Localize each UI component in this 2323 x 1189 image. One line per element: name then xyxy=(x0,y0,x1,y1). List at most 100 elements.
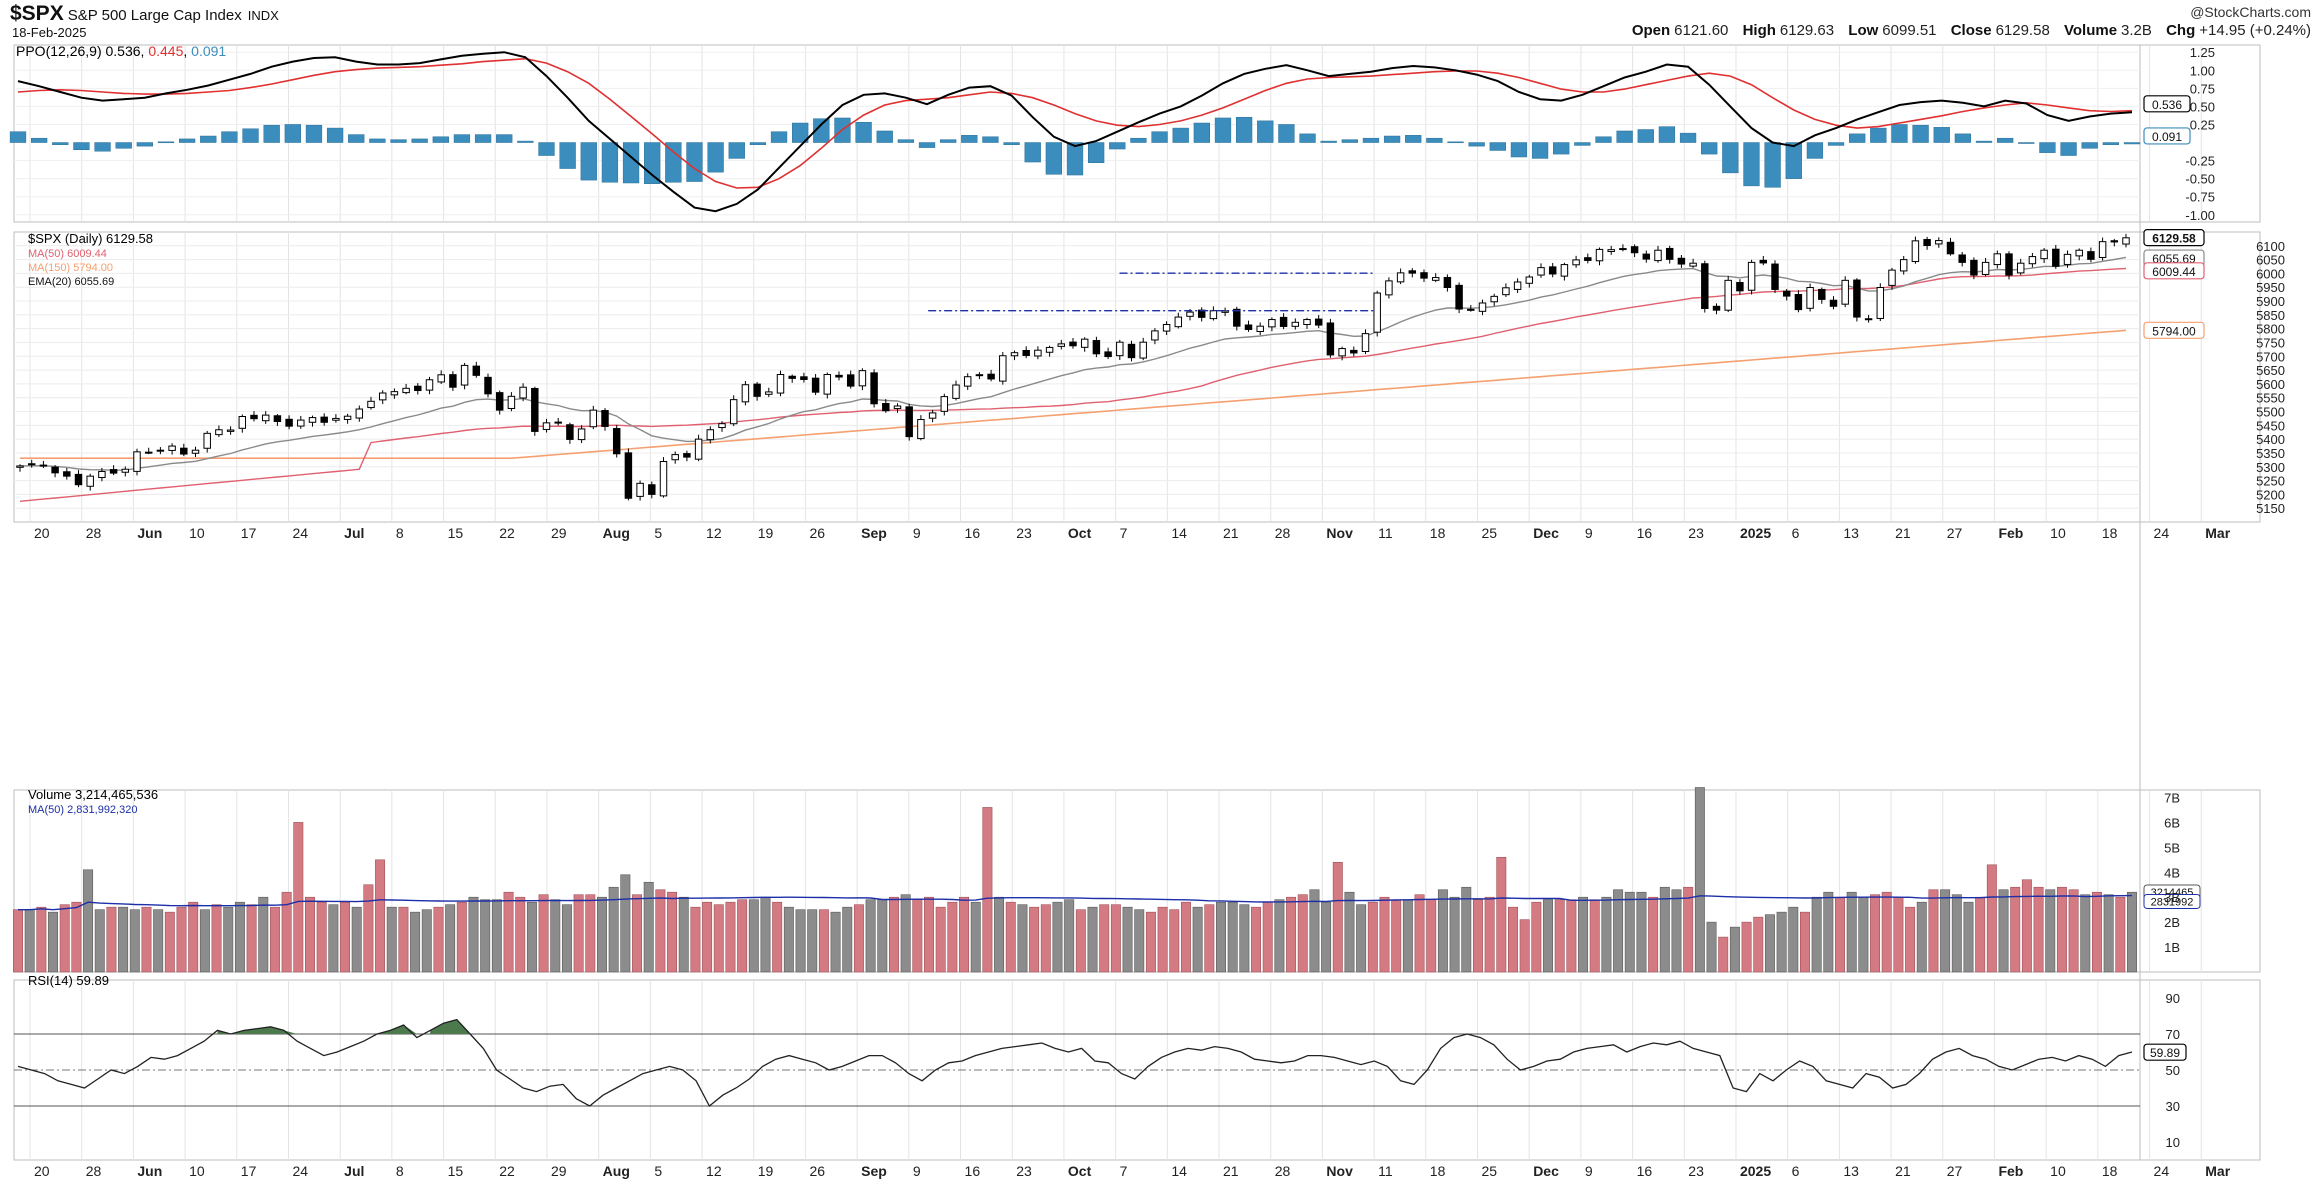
x-tick-label: Oct xyxy=(1068,1163,1092,1179)
price-tick-label: 6000 xyxy=(2256,266,2285,281)
change-value: +14.95 (+0.24%) xyxy=(2199,22,2311,39)
x-tick-label: 11 xyxy=(1378,1163,1393,1179)
x-tick-label: 21 xyxy=(1895,1163,1911,1179)
candle-up xyxy=(1525,276,1534,284)
candle-up xyxy=(1502,287,1510,296)
ppo-histogram-bar xyxy=(1595,136,1612,143)
volume-bar-up xyxy=(737,899,748,973)
rsi-overbought-fill xyxy=(430,1019,484,1034)
ppo-histogram-bar xyxy=(749,142,767,145)
volume-bar-down xyxy=(783,906,794,973)
candle-down xyxy=(1736,282,1744,292)
candle-up xyxy=(1186,311,1194,317)
ppo-histogram-bar xyxy=(1701,142,1718,155)
ppo-histogram-bar xyxy=(200,135,217,143)
volume-bar-up xyxy=(71,901,82,973)
volume-bar-up xyxy=(1928,889,1939,973)
candle-up xyxy=(952,384,960,399)
volume-bar-up xyxy=(293,822,304,973)
candle-up xyxy=(1080,338,1089,348)
ppo-histogram-bar xyxy=(1257,120,1274,143)
candle-down xyxy=(2052,248,2060,267)
candle-down xyxy=(1069,341,1077,347)
ppo-histogram-bar xyxy=(2060,142,2077,156)
x-tick-label: Jul xyxy=(344,525,364,541)
candle-down xyxy=(1712,305,1721,311)
x-tick-label: 22 xyxy=(499,525,515,541)
x-tick-label: 2025 xyxy=(1740,1163,1771,1179)
candle-up xyxy=(1045,346,1054,353)
ppo-tick-label: -0.50 xyxy=(2185,172,2215,187)
price-tick-label: 5900 xyxy=(2256,294,2285,309)
candle-up xyxy=(1490,295,1498,303)
rsi-panel[interactable]: 59.89 xyxy=(14,1018,2187,1108)
candle-up xyxy=(1151,330,1159,341)
ppo-signal-line xyxy=(17,57,2133,189)
low-label: Low xyxy=(1848,22,1879,39)
x-tick-label: Dec xyxy=(1533,1163,1559,1179)
candle-down xyxy=(1092,340,1101,355)
volume-bar-up xyxy=(632,894,642,973)
volume-bar-down xyxy=(351,906,362,973)
volume-bar-up xyxy=(947,901,958,973)
last-price-box xyxy=(2143,229,2205,247)
ppo-histogram-bar xyxy=(1024,142,1041,163)
volume-bar-up xyxy=(363,884,374,973)
volume-bar-up xyxy=(1648,896,1659,973)
candle-down xyxy=(624,452,633,499)
volume-bar-up xyxy=(1426,899,1437,973)
ppo-histogram-bar xyxy=(517,140,534,143)
volume-bar-up xyxy=(725,901,736,973)
volume-bar-up xyxy=(1975,896,1986,973)
volume-bar-up xyxy=(433,906,444,973)
x-tick-label: 10 xyxy=(189,525,205,541)
volume-bar-up xyxy=(1145,911,1156,973)
x-tick-label: 23 xyxy=(1688,525,1704,541)
volume-bar-up xyxy=(959,896,970,973)
volume-bar-down xyxy=(550,899,561,973)
volume-bar-down xyxy=(24,909,35,973)
volume-bar-up xyxy=(690,906,701,973)
volume-bar-up xyxy=(515,896,526,973)
candle-up xyxy=(2040,249,2048,260)
candle-down xyxy=(285,418,293,427)
volume-bar-down xyxy=(865,899,876,973)
x-tick-label: 15 xyxy=(448,525,464,541)
candle-down xyxy=(1279,316,1288,327)
x-tick-label: 18 xyxy=(2102,1163,2118,1179)
ma150-line xyxy=(20,329,2127,459)
x-tick-label: 16 xyxy=(1637,1163,1653,1179)
ppo-panel[interactable]: 0.536 0.091 xyxy=(9,51,2191,213)
candle-down xyxy=(1829,299,1838,307)
candle-down xyxy=(612,428,621,455)
ppo-histogram-bar xyxy=(2102,142,2120,145)
ppo-histogram-bar xyxy=(1997,137,2014,143)
volume-bar-up xyxy=(1905,906,1916,973)
candle-up xyxy=(1010,352,1019,357)
volume-bar-down xyxy=(445,904,456,973)
ppo-line xyxy=(17,51,2133,213)
ticker-symbol[interactable]: $SPX xyxy=(10,2,64,25)
x-tick-label: 14 xyxy=(1171,525,1187,541)
candle-down xyxy=(495,392,504,411)
x-tick-label: 24 xyxy=(2154,525,2170,541)
volume-bar-up xyxy=(36,906,47,973)
price-tick-label: 5650 xyxy=(2256,363,2285,378)
x-tick-label: 13 xyxy=(1843,525,1859,541)
ppo-histogram-bar xyxy=(580,142,597,181)
volume-bar-down xyxy=(620,874,631,973)
candle-up xyxy=(893,405,902,410)
ppo-tick-label: 0.50 xyxy=(2190,99,2215,114)
x-tick-label: Aug xyxy=(603,1163,630,1179)
volume-bar-down xyxy=(129,909,140,973)
brand-watermark[interactable]: @StockCharts.com xyxy=(2190,4,2311,20)
volume-bar-down xyxy=(1776,911,1787,973)
volume-bar-up xyxy=(1075,909,1086,973)
ppo-tick-label: 0.75 xyxy=(2190,81,2215,96)
x-tick-label: 22 xyxy=(499,1163,515,1179)
x-tick-label: 19 xyxy=(758,1163,774,1179)
volume-bar-down xyxy=(1729,926,1740,973)
